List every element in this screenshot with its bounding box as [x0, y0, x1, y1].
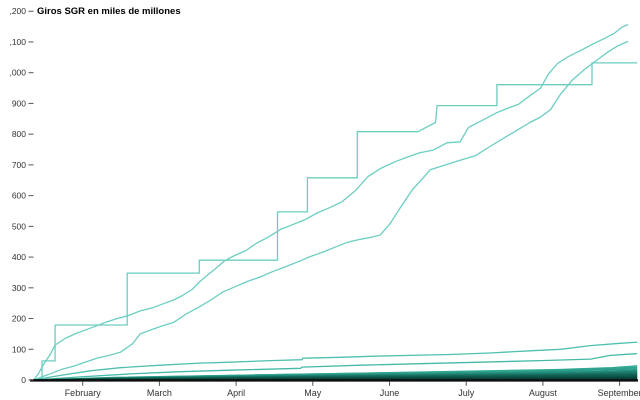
series-line-cumulativa-alta-2	[33, 40, 629, 381]
y-tick-label: 500	[12, 221, 26, 231]
y-tick-label: 100	[12, 344, 26, 354]
x-tick-label: August	[529, 388, 558, 398]
y-tick-label: 0	[21, 375, 26, 385]
x-tick-label: April	[227, 388, 245, 398]
series-line-cumulativa-escalones	[33, 62, 638, 381]
x-tick-label: May	[304, 388, 322, 398]
y-tick-label: 600	[12, 191, 26, 201]
x-tick-label: July	[458, 388, 475, 398]
series-line-media-1	[33, 341, 638, 381]
series-line-cumulativa-alta-1	[33, 23, 629, 381]
y-tick-label: 900	[12, 98, 26, 108]
chart-title: Giros SGR en miles de millones	[37, 6, 181, 17]
y-tick-label: ,000	[9, 68, 26, 78]
y-tick-label: ,200	[9, 6, 26, 16]
y-tick-label: ,100	[9, 37, 26, 47]
series-line-media-2	[33, 352, 638, 381]
y-tick-label: 700	[12, 160, 26, 170]
x-tick-label: June	[380, 388, 400, 398]
y-tick-label: 800	[12, 129, 26, 139]
y-tick-label: 300	[12, 283, 26, 293]
y-tick-label: 400	[12, 252, 26, 262]
x-tick-label: March	[147, 388, 172, 398]
x-tick-label: September	[598, 388, 640, 398]
x-tick-label: February	[65, 388, 102, 398]
y-tick-label: 200	[12, 314, 26, 324]
